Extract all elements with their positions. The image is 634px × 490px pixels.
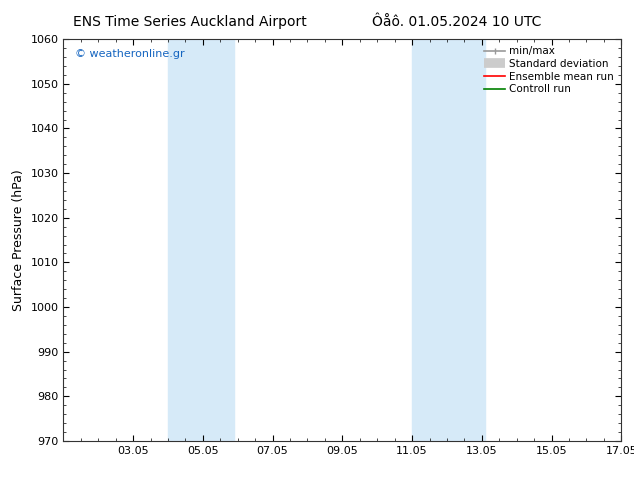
Text: Ôåô. 01.05.2024 10 UTC: Ôåô. 01.05.2024 10 UTC [372,15,541,29]
Legend: min/max, Standard deviation, Ensemble mean run, Controll run: min/max, Standard deviation, Ensemble me… [482,45,616,97]
Bar [412,39,486,441]
Text: © weatheronline.gr: © weatheronline.gr [75,49,184,59]
Y-axis label: Surface Pressure (hPa): Surface Pressure (hPa) [12,169,25,311]
Bar [168,39,235,441]
Text: ENS Time Series Auckland Airport: ENS Time Series Auckland Airport [74,15,307,29]
